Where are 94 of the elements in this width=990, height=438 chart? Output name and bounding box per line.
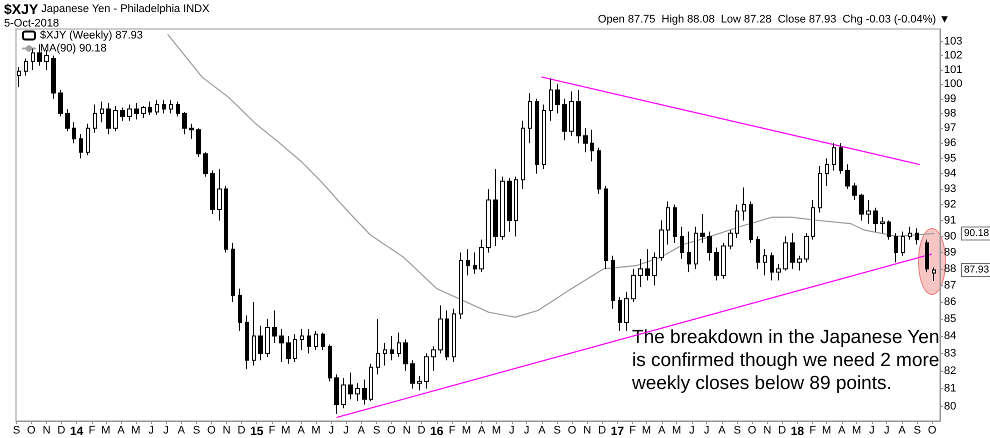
y-tick-label: 89 <box>944 246 956 259</box>
x-tick-label: O <box>568 424 577 436</box>
x-tick-label: A <box>718 424 726 436</box>
x-tick-label: N <box>222 424 231 436</box>
x-tick-label: J <box>689 424 695 436</box>
x-tick-label: M <box>101 424 110 436</box>
chart-subtitle: 5-Oct-2018 <box>4 18 60 30</box>
x-tick-label: 17 <box>610 424 624 438</box>
x-tick-label: S <box>554 424 561 436</box>
x-tick-label: O <box>27 424 36 436</box>
x-tick-label: A <box>658 424 666 436</box>
annotation: 90.18 <box>964 228 990 240</box>
y-tick-label: 92 <box>944 198 956 211</box>
x-tick-label: 15 <box>250 424 264 438</box>
x-tick-label: D <box>598 424 606 436</box>
x-tick-label: D <box>418 424 426 436</box>
x-tick-label: N <box>42 424 51 436</box>
x-tick-label: A <box>178 424 186 436</box>
x-tick-label: A <box>297 424 306 436</box>
y-tick-label: 99 <box>944 92 956 105</box>
y-tick-label: 94 <box>944 168 956 180</box>
x-tick-label: J <box>509 424 515 436</box>
y-tick-label: 100 <box>944 78 962 90</box>
x-tick-label: D <box>778 424 786 436</box>
y-tick-label: 90 <box>944 230 956 242</box>
x-tick-label: M <box>672 424 682 436</box>
x-tick-label: M <box>311 424 321 436</box>
x-tick-label: M <box>131 424 140 436</box>
y-tick-label: 83 <box>944 347 956 360</box>
x-tick-label: J <box>704 424 710 436</box>
x-tick-label: F <box>448 424 456 436</box>
x-tick-label: D <box>237 424 246 436</box>
x-tick-label: M <box>281 424 290 436</box>
annotation: The breakdown in the Japanese Yen is confirmed though we need 2 more weekly closes below 89 points. <box>631 327 945 394</box>
y-tick-label: 101 <box>944 64 962 76</box>
x-tick-label: M <box>462 424 471 436</box>
x-tick-label: J <box>524 424 530 436</box>
y-tick-label: 86 <box>944 296 956 308</box>
x-tick-label: J <box>884 424 890 436</box>
y-tick-label: 91 <box>944 214 956 226</box>
x-tick-label: A <box>838 424 846 436</box>
x-tick-label: A <box>117 424 126 436</box>
x-tick-label: N <box>583 424 592 436</box>
x-tick-label: S <box>914 424 921 436</box>
y-tick-label: 98 <box>944 107 956 120</box>
x-tick-label: M <box>642 424 652 436</box>
y-tick-label: 102 <box>944 50 962 62</box>
x-tick-label: D <box>57 424 66 436</box>
x-tick-label: A <box>478 424 486 436</box>
x-tick-label: 18 <box>790 424 804 438</box>
x-tick-label: 16 <box>430 424 444 438</box>
y-tick-label: 80 <box>944 400 956 412</box>
x-tick-label: O <box>928 424 937 436</box>
legend-label: MA(90) 90.18 <box>40 42 107 54</box>
y-tick-label: 96 <box>944 137 956 150</box>
x-tick-label: 14 <box>70 424 84 438</box>
annotation: 87.93 <box>964 264 990 276</box>
x-tick-label: A <box>358 424 366 436</box>
y-tick-label: 103 <box>944 36 962 48</box>
x-tick-label: J <box>163 424 169 436</box>
x-tick-label: O <box>748 424 757 436</box>
x-tick-label: J <box>869 424 875 436</box>
x-tick-label: S <box>372 424 380 436</box>
x-tick-label: O <box>207 424 216 436</box>
x-tick-label: N <box>763 424 772 436</box>
x-tick-label: O <box>387 424 396 436</box>
y-tick-label: 81 <box>944 382 956 395</box>
y-tick-label: 93 <box>944 183 956 196</box>
x-tick-label: J <box>328 424 334 436</box>
x-tick-label: N <box>402 424 411 436</box>
x-tick-label: M <box>822 424 832 436</box>
x-tick-label: S <box>734 424 741 436</box>
y-tick-label: 97 <box>944 122 956 134</box>
y-tick-label: 87 <box>944 279 956 292</box>
x-tick-label: J <box>343 424 349 436</box>
x-tick-label: M <box>492 424 502 436</box>
x-tick-label: M <box>852 424 862 436</box>
x-tick-label: A <box>538 424 546 436</box>
x-tick-label: J <box>148 424 154 436</box>
text: Open 87.75 High 88.08 Low 87.28 Close 87.93 Chg -0.03 (-0.04%) ▼ <box>598 14 950 26</box>
x-tick-label: F <box>88 424 96 436</box>
x-tick-label: S <box>192 424 200 436</box>
y-tick-label: 82 <box>944 364 956 377</box>
x-tick-label: F <box>629 424 636 436</box>
x-tick-label: F <box>268 424 276 436</box>
x-tick-label: A <box>898 424 906 436</box>
y-tick-label: 95 <box>944 152 956 164</box>
legend-label: $XJY (Weekly) 87.93 <box>40 30 143 42</box>
chart-title: $XJY Japanese Yen - Philadelphia INDX <box>4 1 210 17</box>
y-tick-label: 85 <box>944 312 956 325</box>
x-tick-label: F <box>809 424 816 436</box>
x-tick-label: S <box>12 424 20 436</box>
y-tick-label: 84 <box>944 330 956 342</box>
y-tick-label: 88 <box>944 262 956 275</box>
